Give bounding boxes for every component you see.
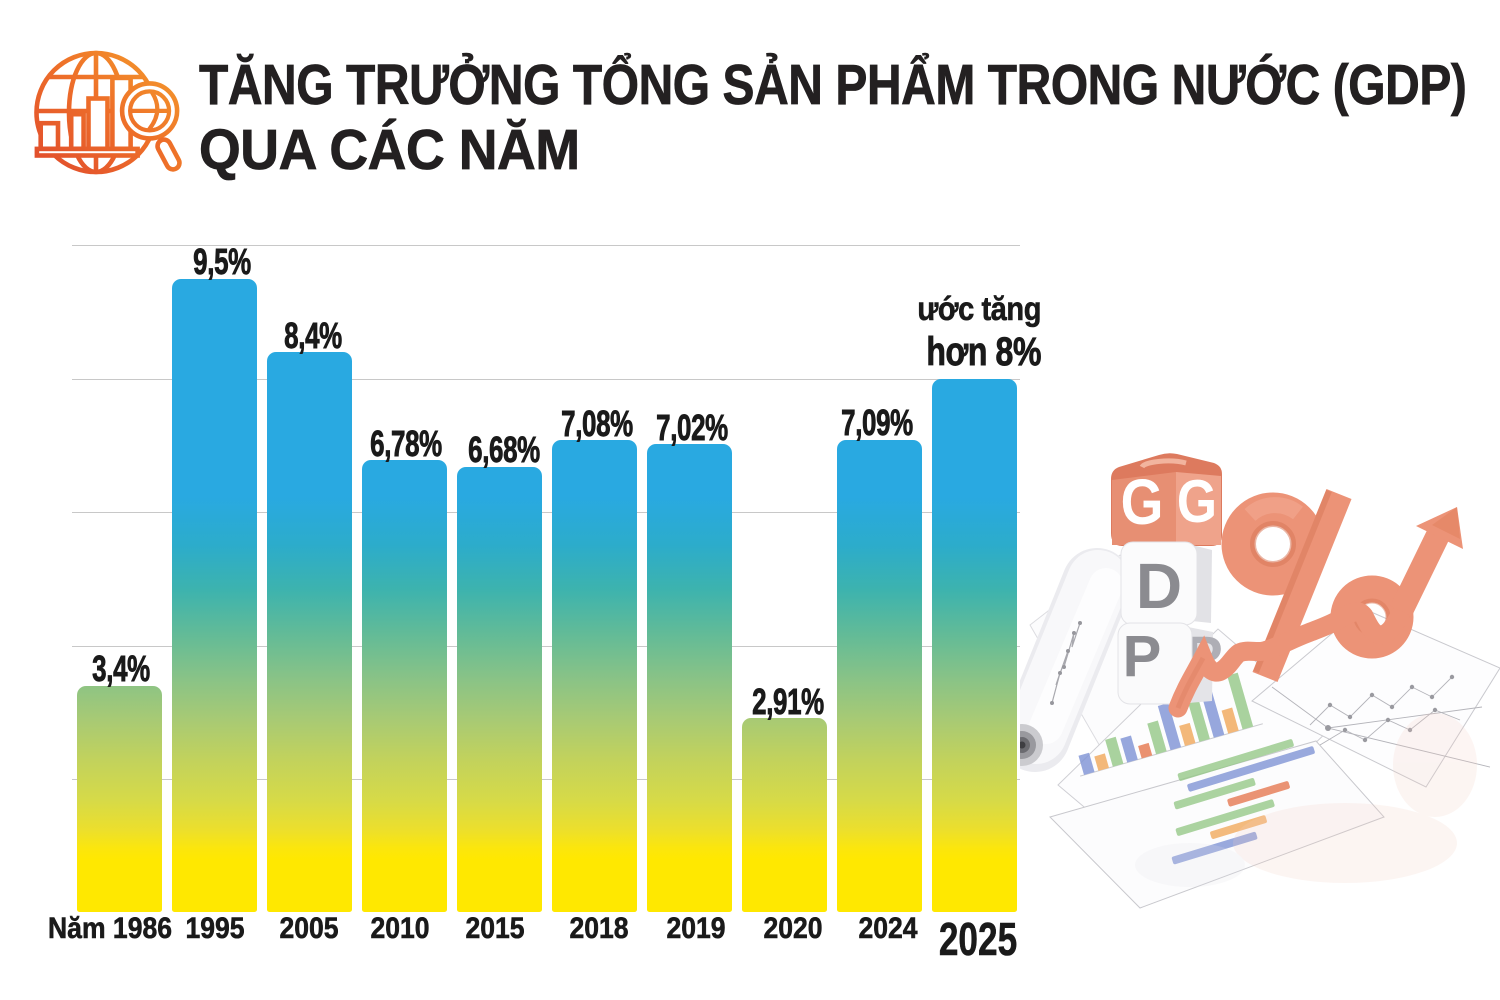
svg-text:G: G [1121,466,1164,538]
svg-text:P: P [1123,624,1162,689]
svg-text:D: D [1136,550,1182,622]
svg-text:G: G [1177,467,1217,535]
